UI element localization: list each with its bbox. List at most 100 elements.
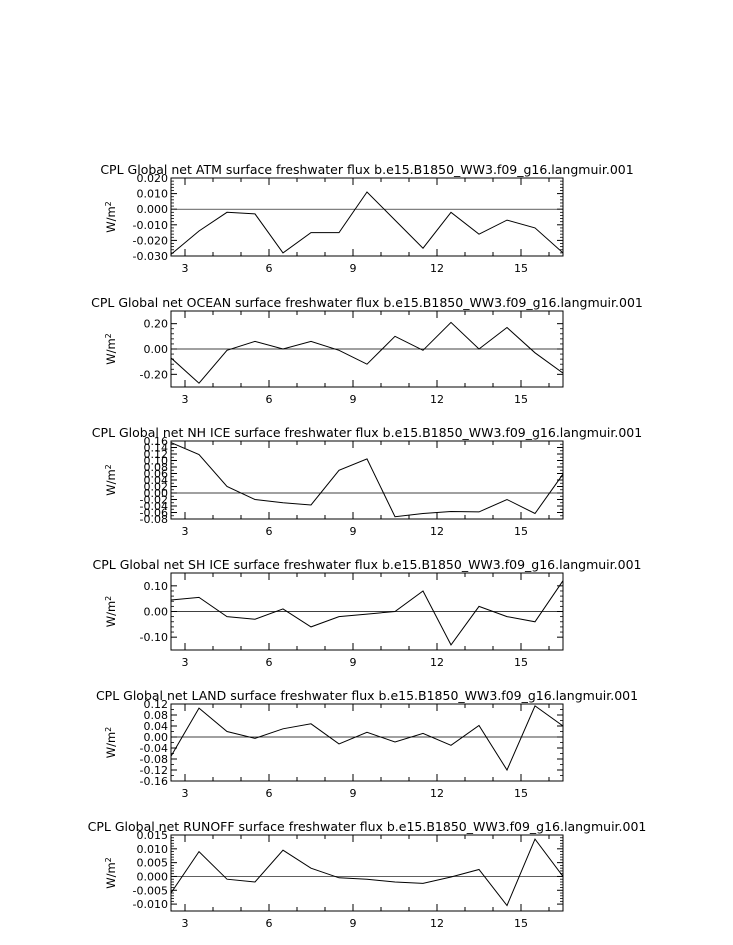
y-axis-label: W/m2 [104, 201, 118, 233]
x-tick-label: 15 [514, 262, 528, 275]
y-axis-label: W/m2 [104, 464, 118, 496]
y-tick-label: -0.030 [133, 250, 168, 263]
chart-title: CPL Global net SH ICE surface freshwater… [93, 557, 642, 572]
series-line [171, 191, 563, 255]
x-tick-label: 15 [514, 393, 528, 406]
y-tick-label: 0.000 [137, 203, 169, 216]
x-tick-label: 9 [350, 917, 357, 930]
x-tick-label: 6 [266, 656, 273, 669]
y-axis-label: W/m2 [104, 857, 118, 889]
y-axis-label: W/m2 [104, 333, 118, 365]
y-tick-label: 0.06 [144, 468, 169, 481]
y-tick-label: 0.14 [144, 442, 169, 455]
y-tick-label: 0.005 [137, 857, 169, 870]
y-tick-label: -0.010 [133, 898, 168, 911]
plot-frame [170, 440, 564, 520]
x-tick-label: 15 [514, 525, 528, 538]
chart-title: CPL Global net LAND surface freshwater f… [96, 688, 638, 703]
x-tick-label: 3 [182, 393, 189, 406]
series-line [171, 442, 563, 518]
x-tick-label: 15 [514, 656, 528, 669]
plot-frame [170, 834, 564, 912]
chart-title: CPL Global net ATM surface freshwater fl… [100, 162, 633, 177]
x-tick-label: 6 [266, 917, 273, 930]
y-tick-label: -0.08 [140, 753, 168, 766]
y-tick-label: 0.08 [144, 461, 169, 474]
x-tick-label: 12 [430, 917, 444, 930]
chart-panel-6: CPL Global net RUNOFF surface freshwater… [88, 819, 647, 930]
y-axis-label: W/m2 [104, 596, 118, 628]
y-axis-label-superscript: 2 [104, 857, 113, 862]
series-line [171, 705, 563, 772]
y-tick-label: 0.00 [144, 606, 169, 619]
y-tick-label: -0.16 [140, 775, 168, 788]
series-line [171, 321, 563, 384]
x-tick-label: 9 [350, 787, 357, 800]
y-tick-label: 0.10 [144, 580, 169, 593]
x-tick-label: 12 [430, 656, 444, 669]
x-tick-label: 3 [182, 262, 189, 275]
y-tick-label: -0.02 [140, 494, 168, 507]
y-axis-label-superscript: 2 [104, 727, 113, 732]
chart-panel-3: CPL Global net NH ICE surface freshwater… [92, 425, 642, 538]
chart-title: CPL Global net OCEAN surface freshwater … [91, 295, 643, 310]
y-tick-label: -0.20 [140, 368, 168, 381]
y-axis-label-superscript: 2 [104, 333, 113, 338]
y-tick-label: 0.20 [144, 318, 169, 331]
series-line [171, 838, 563, 907]
x-tick-label: 6 [266, 393, 273, 406]
y-tick-label: 0.015 [137, 829, 169, 842]
x-tick-label: 12 [430, 787, 444, 800]
y-tick-label: -0.10 [140, 631, 168, 644]
y-tick-label: -0.04 [140, 742, 168, 755]
x-tick-label: 3 [182, 656, 189, 669]
x-tick-label: 12 [430, 525, 444, 538]
chart-panel-1: CPL Global net ATM surface freshwater fl… [100, 162, 633, 275]
y-axis-label-superscript: 2 [104, 464, 113, 469]
y-tick-label: -0.010 [133, 219, 168, 232]
chart-panel-5: CPL Global net LAND surface freshwater f… [96, 688, 638, 800]
y-tick-label: -0.08 [140, 513, 168, 526]
x-tick-label: 12 [430, 262, 444, 275]
y-tick-label: 0.10 [144, 455, 169, 468]
y-tick-label: -0.020 [133, 234, 168, 247]
chart-title: CPL Global net NH ICE surface freshwater… [92, 425, 642, 440]
y-axis-label-superscript: 2 [104, 596, 113, 601]
y-tick-label: 0.04 [144, 474, 169, 487]
y-tick-label: -0.06 [140, 507, 168, 520]
x-tick-label: 3 [182, 787, 189, 800]
x-tick-label: 3 [182, 917, 189, 930]
y-tick-label: 0.12 [144, 698, 169, 711]
x-tick-label: 9 [350, 525, 357, 538]
y-tick-label: 0.12 [144, 448, 169, 461]
y-axis-label: W/m2 [104, 727, 118, 759]
y-tick-label: 0.010 [137, 188, 169, 201]
series-line [171, 580, 563, 646]
y-tick-label: 0.020 [137, 172, 169, 185]
y-tick-label: 0.08 [144, 709, 169, 722]
x-tick-label: 15 [514, 917, 528, 930]
x-tick-label: 6 [266, 787, 273, 800]
y-tick-label: 0.00 [144, 487, 169, 500]
plot-frame [170, 703, 564, 782]
x-tick-label: 9 [350, 656, 357, 669]
y-tick-label: 0.04 [144, 720, 169, 733]
y-tick-label: -0.005 [133, 884, 168, 897]
chart-title: CPL Global net RUNOFF surface freshwater… [88, 819, 647, 834]
y-tick-label: 0.010 [137, 843, 169, 856]
y-tick-label: 0.16 [144, 435, 169, 448]
y-tick-label: -0.12 [140, 764, 168, 777]
y-tick-label: 0.00 [144, 343, 169, 356]
x-tick-label: 6 [266, 525, 273, 538]
x-tick-label: 9 [350, 262, 357, 275]
y-tick-label: 0.000 [137, 870, 169, 883]
y-axis-label-superscript: 2 [104, 201, 113, 206]
x-tick-label: 9 [350, 393, 357, 406]
x-tick-label: 6 [266, 262, 273, 275]
y-tick-label: -0.04 [140, 500, 168, 513]
y-tick-label: 0.02 [144, 481, 169, 494]
plot-frame [170, 177, 564, 257]
chart-panel-2: CPL Global net OCEAN surface freshwater … [91, 295, 643, 406]
chart-panel-4: CPL Global net SH ICE surface freshwater… [93, 557, 642, 669]
